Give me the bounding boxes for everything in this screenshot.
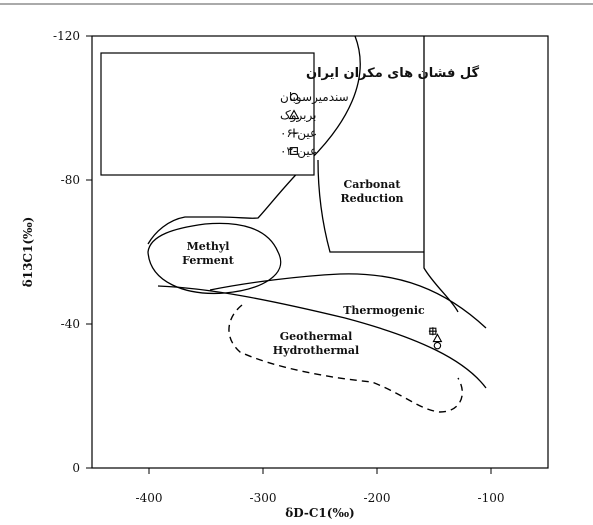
y-tick-label: -120 bbox=[53, 29, 80, 43]
x-tick-label: -100 bbox=[478, 491, 505, 505]
data-point bbox=[432, 333, 443, 343]
region-label: Geothermal bbox=[280, 330, 353, 343]
square-marker bbox=[429, 327, 437, 335]
carbonate-upper-boundary bbox=[147, 35, 361, 245]
region-boundaries bbox=[147, 35, 487, 389]
plot-frame bbox=[91, 35, 549, 469]
x-tick-label: -300 bbox=[250, 491, 277, 505]
y-tick-label: -80 bbox=[61, 173, 80, 187]
y-tick-label: 0 bbox=[72, 461, 80, 475]
legend-label: عین-۰۳ bbox=[280, 144, 317, 159]
x-tick-label: -200 bbox=[364, 491, 391, 505]
region-label: Ferment bbox=[182, 254, 235, 267]
region-label: Thermogenic bbox=[343, 304, 425, 317]
legend-item: عین-۰۶ bbox=[280, 126, 317, 141]
geothermal-boundary bbox=[228, 304, 463, 413]
carbonate-inner-boundary bbox=[317, 159, 424, 253]
methyl-ferment-boundary bbox=[147, 222, 282, 295]
legend-label: سندمیرسوبان bbox=[280, 90, 349, 105]
y-axis-title: δ13C1(‰) bbox=[21, 217, 35, 288]
legend-items: سندمیرسوبان بربروک عین-۰۶ عین-۰۳ bbox=[280, 90, 349, 159]
x-axis-ticks: -400 -300 -200 -100 bbox=[136, 468, 505, 505]
plus-marker bbox=[289, 128, 299, 138]
x-axis-title: δD-C1(‰) bbox=[285, 506, 355, 520]
data-points bbox=[428, 327, 443, 350]
square-marker bbox=[290, 147, 298, 155]
legend-label: عین-۰۶ bbox=[280, 126, 317, 141]
x-tick-label: -400 bbox=[136, 491, 163, 505]
carbonate-right-boundary bbox=[423, 36, 459, 313]
thermogenic-lower-boundary bbox=[157, 285, 487, 389]
circle-marker bbox=[289, 92, 299, 102]
legend-item: عین-۰۳ bbox=[280, 144, 317, 159]
triangle-marker bbox=[432, 333, 443, 343]
region-label: Carbonat bbox=[344, 178, 402, 191]
data-point bbox=[429, 327, 437, 335]
y-tick-label: -40 bbox=[61, 317, 80, 331]
legend-box bbox=[100, 52, 315, 176]
y-axis-ticks: 0 -40 -80 -120 bbox=[53, 29, 92, 475]
data-point bbox=[433, 341, 442, 350]
legend-title: گل فشان های مکران ایران bbox=[306, 65, 479, 81]
triangle-marker bbox=[288, 109, 300, 120]
legend-label: بربروک bbox=[280, 108, 316, 123]
region-label: Reduction bbox=[340, 192, 403, 205]
region-label: Hydrothermal bbox=[273, 344, 359, 357]
legend-item: بربروک bbox=[280, 108, 316, 123]
region-label: Methyl bbox=[187, 240, 230, 253]
circle-marker bbox=[433, 341, 442, 350]
legend-item: سندمیرسوبان bbox=[280, 90, 349, 105]
thermogenic-upper-boundary bbox=[209, 273, 487, 329]
